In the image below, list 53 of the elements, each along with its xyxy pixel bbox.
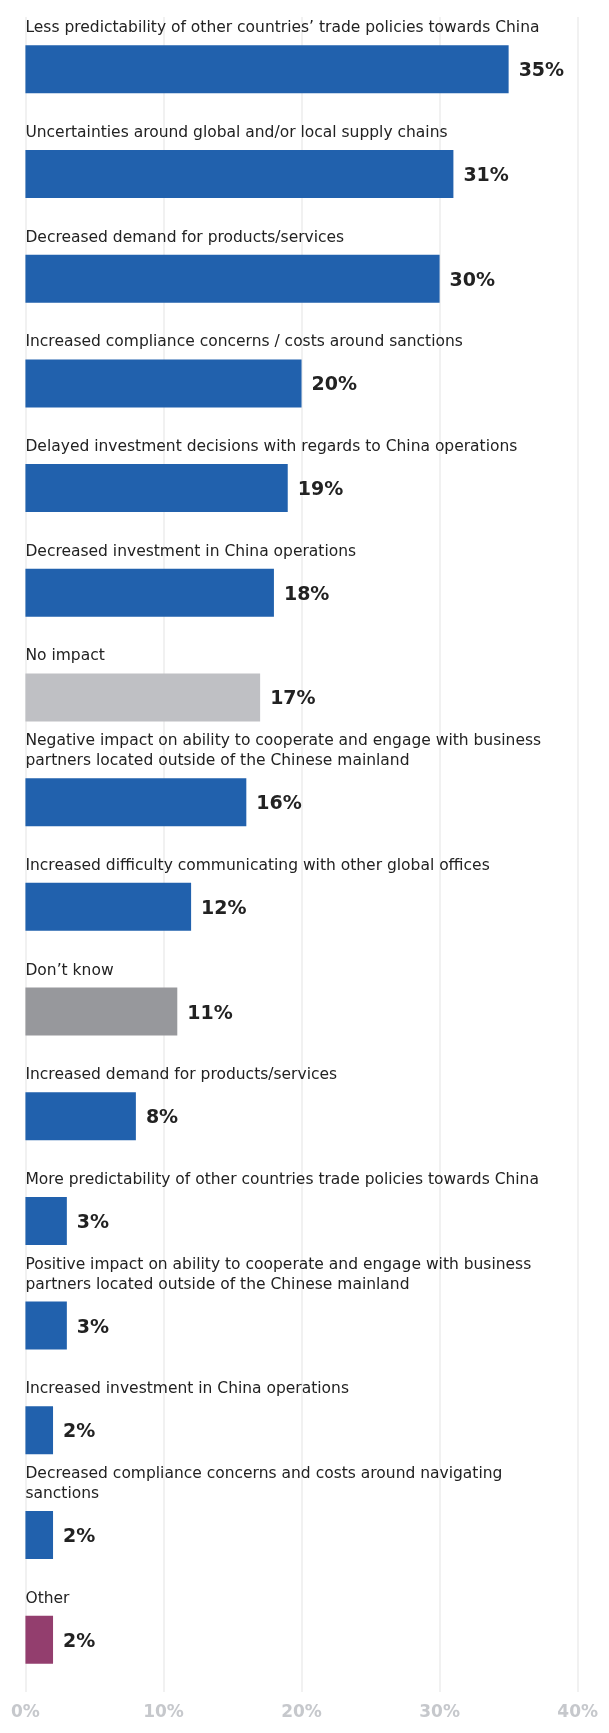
data-label: 30% (449, 267, 496, 290)
y-tick-label: Decreased demand for products/services (25, 227, 345, 246)
y-tick-label: Increased difficulty communicating with other global offices (25, 855, 490, 874)
y-tick-label: Increased compliance concerns / costs around sanctions (25, 332, 463, 351)
bar (25, 1196, 67, 1245)
data-label: 35% (518, 58, 565, 81)
bar (25, 1406, 54, 1455)
y-tick-label: Increased demand for products/services (25, 1065, 338, 1084)
bar (25, 987, 178, 1036)
data-label: 20% (311, 372, 358, 395)
x-tick-label: 20% (281, 1700, 322, 1721)
x-tick-label: 30% (419, 1700, 460, 1721)
data-label: 3% (76, 1314, 110, 1337)
bar (25, 45, 509, 94)
data-label: 8% (145, 1105, 179, 1128)
y-tick-label: More predictability of other countries trade policies towards China (25, 1169, 539, 1188)
bar (25, 359, 302, 408)
data-label: 19% (297, 477, 344, 500)
y-tick-label: Negative impact on ability to cooperate and engage with business partners located outside of the Chinese mainland (25, 731, 547, 770)
y-tick-label: Uncertainties around global and/or local supply chains (25, 123, 448, 142)
y-tick-label: Delayed investment decisions with regards to China operations (25, 437, 518, 456)
y-tick-label: Don’t know (25, 960, 114, 979)
x-tick-label: 40% (557, 1700, 599, 1721)
bar (25, 673, 261, 722)
y-tick-label: Positive impact on ability to cooperate and engage with business partners located outside of the Chinese mainland (25, 1254, 537, 1293)
x-tick-label: 0% (10, 1700, 40, 1721)
y-tick-label: Decreased investment in China operations (25, 541, 357, 560)
data-label: 18% (283, 581, 330, 604)
bar (25, 1510, 54, 1559)
y-tick-label: No impact (25, 646, 105, 665)
y-tick-label: Decreased compliance concerns and costs around navigating sanctions (25, 1463, 508, 1502)
bar (25, 150, 454, 199)
data-label: 11% (187, 1000, 233, 1023)
bar (25, 1615, 54, 1664)
bar (25, 254, 440, 303)
bar (25, 568, 274, 617)
data-label: 2% (63, 1628, 96, 1651)
y-tick-label: Increased investment in China operations (25, 1379, 350, 1398)
bar (25, 882, 192, 931)
bar (25, 778, 247, 827)
data-label: 17% (270, 686, 316, 709)
y-tick-label: Other (25, 1588, 71, 1607)
data-label: 16% (256, 791, 302, 814)
data-label: 31% (463, 163, 509, 186)
data-label: 2% (63, 1523, 96, 1546)
bar (25, 1092, 136, 1141)
bar (25, 464, 288, 513)
x-tick-label: 10% (143, 1700, 184, 1721)
y-tick-label: Less predictability of other countries’ trade policies towards China (25, 18, 540, 37)
bar (25, 1301, 67, 1350)
data-label: 2% (63, 1419, 96, 1442)
data-label: 3% (76, 1209, 110, 1232)
data-label: 12% (201, 895, 247, 918)
